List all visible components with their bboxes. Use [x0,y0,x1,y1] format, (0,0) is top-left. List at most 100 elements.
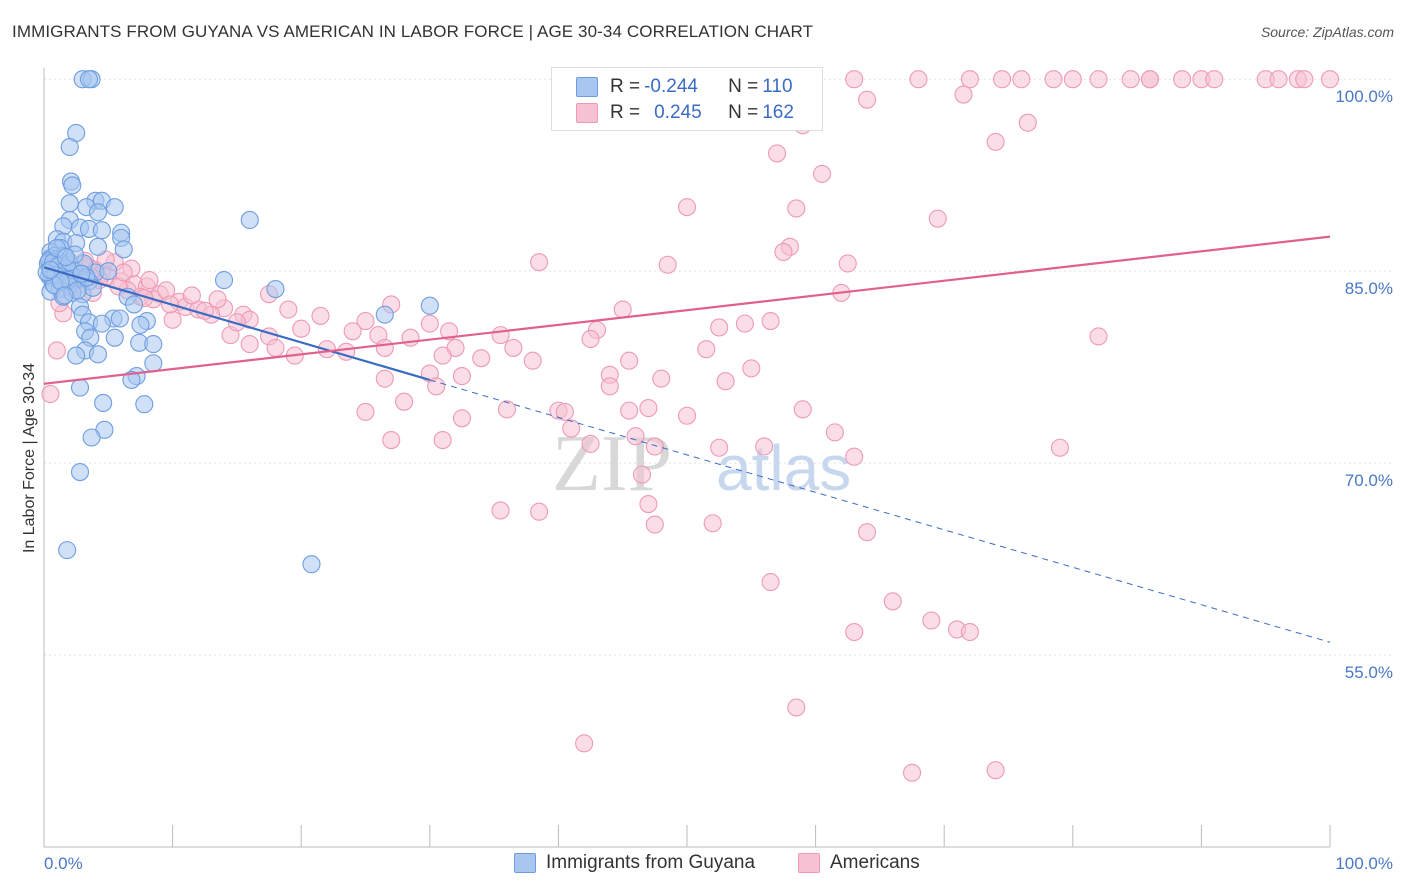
data-point [60,137,79,157]
data-point [1063,70,1082,89]
data-point [240,335,259,354]
grid-lines [44,78,1393,656]
data-point [575,734,594,753]
data-point [70,463,90,482]
x-tick-label-max: 100.0% [1335,854,1393,873]
data-point [761,312,780,331]
data-point [600,377,619,396]
data-point [761,573,780,592]
data-point [124,295,144,314]
data-point [47,341,66,360]
data-point [266,338,285,357]
data-point [742,359,761,378]
data-point [292,319,311,338]
data-point [1121,70,1140,89]
data-point [954,85,973,104]
data-point [767,144,787,163]
data-point [433,346,452,365]
data-point [562,419,581,438]
data-point [710,318,729,337]
data-point [1050,438,1069,457]
data-point [302,555,321,574]
data-point [652,369,671,388]
data-point [845,622,864,642]
data-point [356,312,375,331]
data-point [92,314,111,333]
data-point [1089,70,1108,89]
data-point [677,406,697,425]
legend-swatch-pink [798,853,820,873]
data-point [716,372,735,391]
data-point [401,328,420,347]
data-point [63,176,82,195]
data-point [857,90,877,109]
y-tick-label: 55.0% [1345,663,1393,682]
data-point [491,326,510,345]
data-point [472,349,491,368]
data-point [88,237,108,256]
data-point [620,401,639,420]
data-point [986,132,1005,151]
legend-label-americans: Americans [830,852,920,873]
data-point [182,286,201,305]
data-point [632,465,652,484]
data-point [227,313,246,332]
data-point [433,431,452,450]
data-point [710,438,729,457]
data-point [922,611,941,630]
data-point [639,399,658,418]
data-point [1140,70,1160,89]
data-point [105,328,124,347]
trend-line-americans [43,235,1331,385]
data-point [82,428,101,447]
y-axis-label: In Labor Force | Age 30-34 [21,363,38,553]
data-point [122,370,141,389]
trend-line-guyana [43,266,431,381]
data-point [240,210,259,230]
data-point [375,305,394,324]
data-point [581,434,600,453]
data-point [1205,70,1224,89]
legend-item-americans: Americans [798,852,920,874]
data-point [279,300,298,319]
legend-item-guyana: Immigrants from Guyana [514,852,755,874]
series-guyana [37,70,439,574]
series-legend: Immigrants from Guyana Americans [0,852,1406,878]
data-point [440,322,459,341]
data-point [395,392,414,411]
data-point [555,402,574,421]
data-point [812,164,832,183]
data-point [658,255,677,274]
data-point [902,763,922,782]
data-point [375,338,394,357]
data-point [144,335,163,354]
data-point [909,70,928,89]
data-point [491,501,510,520]
legend-r-value: -0.244 [644,76,698,97]
data-point [60,194,79,213]
data-point [92,221,111,240]
trend-line-guyana-extrapolated [429,379,1331,643]
data-point [504,338,523,357]
data-point [581,329,600,349]
data-point [787,698,806,717]
data-point [845,447,864,466]
data-point [677,198,697,217]
legend-n-value: 162 [762,102,794,123]
data-point [343,322,362,341]
data-point [1089,327,1108,346]
data-point [105,198,124,217]
data-point [88,345,108,364]
data-point [1012,70,1031,89]
data-point [626,427,645,446]
data-point [41,384,60,404]
data-point [857,523,877,542]
series-americans [41,70,1340,782]
data-point [735,314,754,333]
y-tick-label: 70.0% [1345,471,1393,490]
data-point [163,310,182,329]
data-point [114,240,133,259]
data-point [356,402,375,421]
data-point [375,369,394,388]
data-point [420,296,439,315]
